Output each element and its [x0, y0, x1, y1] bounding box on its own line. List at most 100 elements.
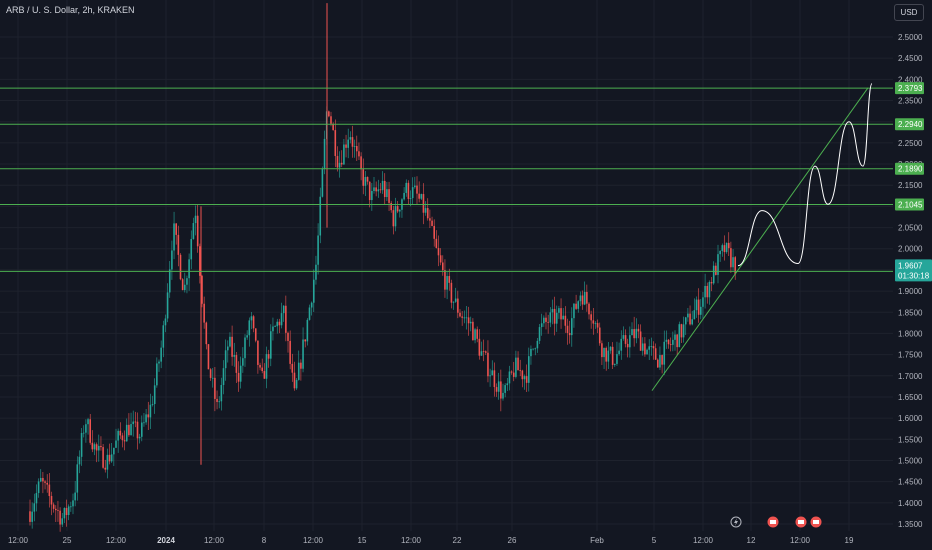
x-tick-label: 12:00: [106, 536, 127, 545]
x-tick-label: Feb: [590, 536, 604, 545]
candle-body: [52, 504, 55, 509]
candle-body: [592, 320, 595, 324]
candle-body: [63, 508, 66, 519]
candle-body: [50, 496, 53, 505]
candle-body: [697, 299, 700, 315]
candle-body: [310, 302, 313, 308]
candle-body: [227, 346, 229, 351]
candle-body: [78, 456, 81, 465]
candle-body: [130, 424, 132, 436]
candle-body: [289, 340, 291, 364]
candle-body: [358, 151, 360, 157]
candle-body: [360, 156, 362, 170]
projection-line[interactable]: [737, 83, 873, 267]
y-tick-label: 1.5500: [898, 435, 923, 444]
candle-body: [667, 339, 670, 345]
x-tick-label: 12:00: [790, 536, 811, 545]
candle-body: [108, 454, 111, 462]
candle-body: [416, 185, 418, 194]
x-tick-label: 12:00: [693, 536, 714, 545]
candle-body: [218, 401, 220, 403]
candle-body: [336, 156, 339, 168]
candle-body: [560, 308, 562, 320]
candle-body: [663, 341, 666, 365]
candle-body: [521, 370, 524, 380]
candle-body: [633, 329, 635, 339]
candle-body: [665, 339, 668, 342]
candle-body: [422, 194, 425, 213]
candle-body: [166, 292, 169, 319]
candle-body: [248, 320, 251, 336]
currency-button[interactable]: USD: [894, 4, 924, 21]
candle-body: [98, 445, 100, 451]
y-tick-label: 2.4000: [898, 75, 923, 84]
candle-body: [669, 344, 672, 346]
x-tick-label: 22: [453, 536, 462, 545]
y-tick-label: 2.4500: [898, 54, 923, 63]
horizontal-levels[interactable]: [0, 87, 893, 272]
candle-body: [657, 359, 659, 368]
candle-body: [328, 111, 330, 117]
candle-body: [650, 346, 653, 347]
level-label: 2.1045: [898, 200, 923, 209]
candle-body: [424, 208, 427, 213]
candle-body: [332, 123, 334, 131]
candle-body: [620, 338, 623, 351]
level-label: 2.2940: [898, 120, 923, 129]
y-tick-label: 2.5000: [898, 33, 923, 42]
y-tick-label: 1.4000: [898, 499, 923, 508]
candle-body: [188, 259, 190, 279]
candle-body: [199, 246, 201, 276]
candle-body: [715, 265, 717, 275]
candle-body: [506, 383, 509, 386]
candle-body: [321, 168, 324, 197]
candle-body: [74, 492, 76, 501]
trendline-line[interactable]: [651, 87, 869, 391]
candle-body: [201, 275, 203, 304]
candle-body: [403, 192, 405, 200]
candle-body: [646, 349, 648, 355]
trendline[interactable]: [651, 87, 869, 391]
candle-body: [568, 332, 571, 336]
candle-body: [343, 144, 345, 165]
candle-body: [461, 316, 463, 318]
candle-body: [244, 337, 246, 359]
x-tick-label: 5: [652, 536, 657, 545]
candle-body: [270, 331, 272, 359]
candle-body: [44, 481, 46, 483]
candle-body: [300, 362, 302, 369]
candle-body: [39, 477, 42, 482]
candle-body: [732, 257, 734, 268]
candle-body: [304, 339, 306, 342]
projection-path[interactable]: [737, 83, 873, 267]
candle-body: [394, 206, 397, 227]
candle-body: [203, 303, 205, 323]
y-tick-label: 2.1500: [898, 181, 923, 190]
candle-body: [433, 225, 435, 239]
candle-body: [654, 348, 657, 360]
candle-body: [153, 385, 156, 405]
candle-body: [532, 348, 534, 350]
candle-body: [409, 198, 412, 199]
candle-body: [596, 323, 599, 328]
candle-body: [330, 116, 332, 124]
candle-body: [598, 327, 601, 344]
current-price-tag: [895, 259, 932, 282]
candle-body: [682, 324, 685, 338]
candle-body: [261, 367, 263, 372]
x-tick-label: 15: [358, 536, 367, 545]
candle-body: [267, 354, 270, 359]
candle-body: [134, 421, 137, 423]
candle-body: [644, 343, 646, 355]
candle-body: [184, 284, 186, 291]
candle-body: [588, 303, 590, 315]
y-tick-label: 1.8000: [898, 329, 923, 338]
x-tick-label: 12:00: [204, 536, 225, 545]
candle-body: [626, 343, 629, 348]
candle-body: [229, 336, 231, 347]
candle-body: [571, 318, 573, 336]
time-axis[interactable]: 12:00 25 12:00 2024 12:00 8 12:00 15 12:00 22 26 Fe…: [8, 536, 854, 545]
candle-body: [661, 355, 663, 365]
price-axis[interactable]: 2.50002.45002.40002.35002.30002.25002.20…: [893, 0, 932, 550]
